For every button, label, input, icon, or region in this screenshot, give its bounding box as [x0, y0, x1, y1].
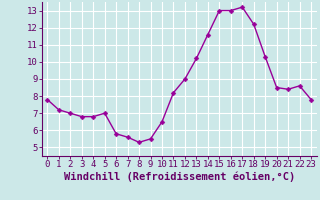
- X-axis label: Windchill (Refroidissement éolien,°C): Windchill (Refroidissement éolien,°C): [64, 172, 295, 182]
